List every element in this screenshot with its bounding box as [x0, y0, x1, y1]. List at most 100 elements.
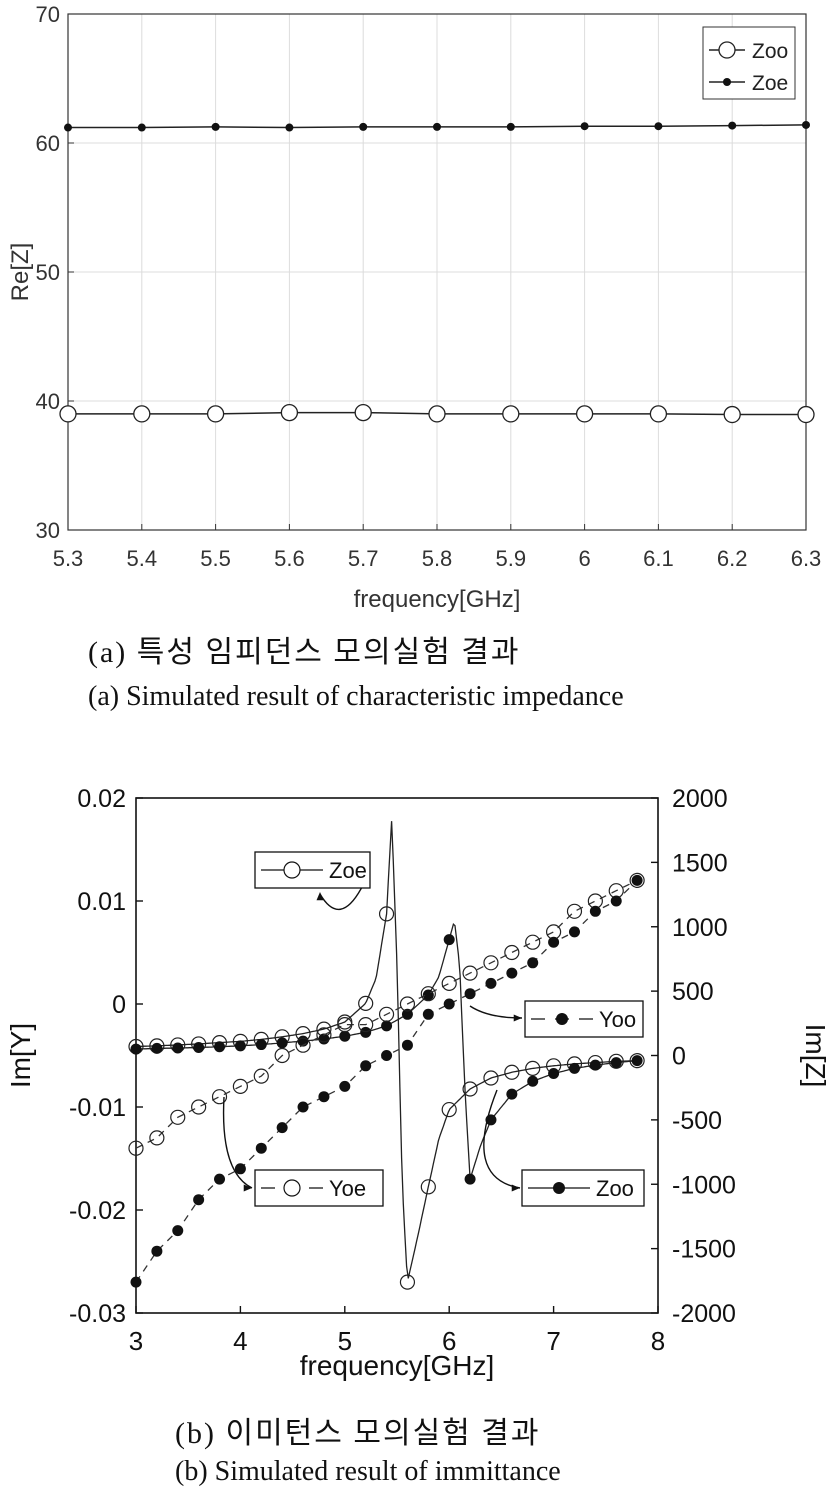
- annotation-label: Yoo: [599, 1007, 636, 1032]
- data-point-zoo: [506, 1088, 518, 1100]
- data-point-zoo: [214, 1041, 226, 1053]
- data-point-yoo: [130, 1276, 142, 1288]
- data-point-yoe: [274, 1047, 290, 1064]
- data-point-zoe: [285, 123, 294, 132]
- y-right-tick-label: 0: [672, 1043, 686, 1071]
- data-point-yoo: [234, 1163, 246, 1175]
- x-tick-label: 3: [129, 1326, 143, 1356]
- data-point-zoe: [525, 1060, 541, 1076]
- data-point-zoe: [506, 122, 515, 131]
- data-point-yoo: [422, 1008, 434, 1020]
- data-point-yoo: [297, 1101, 309, 1113]
- x-tick-label: 6: [442, 1326, 456, 1356]
- data-point-yoo: [506, 967, 518, 979]
- data-point-yoe: [462, 965, 478, 981]
- x-tick-label: 7: [546, 1326, 560, 1356]
- annotation-marker: [283, 861, 301, 879]
- data-point-zoo: [723, 405, 741, 424]
- data-point-yoe: [253, 1068, 269, 1084]
- data-point-zoe: [802, 120, 810, 129]
- y-left-tick-label: -0.01: [69, 1094, 126, 1122]
- data-point-zoe: [728, 121, 737, 130]
- data-point-yoe: [128, 1140, 144, 1156]
- data-point-zoe: [580, 122, 589, 131]
- data-point-yoe: [295, 1037, 311, 1053]
- y-tick-label: 60: [36, 131, 60, 156]
- data-point-zoo: [575, 405, 594, 423]
- annotation-arrowhead: [511, 1184, 520, 1192]
- annotation-arrowhead: [316, 892, 324, 901]
- data-point-yoo: [151, 1245, 163, 1257]
- legend-marker-zoo: [718, 41, 736, 59]
- legend-marker-zoe: [723, 78, 731, 86]
- annotation-arrow: [222, 1096, 253, 1189]
- data-point-zoo: [360, 1026, 372, 1038]
- data-point-zoo: [464, 1173, 476, 1185]
- data-point-yoe: [149, 1130, 165, 1146]
- caption-a-english: (a) Simulated result of characteristic i…: [88, 681, 624, 712]
- legend-box: [702, 26, 796, 100]
- data-point-yoo: [255, 1142, 267, 1154]
- data-point-zoo: [502, 405, 520, 423]
- x-tick-label: 5: [338, 1326, 352, 1356]
- data-point-zoo: [234, 1040, 246, 1052]
- data-point-zoo: [548, 1068, 560, 1080]
- data-point-zoo: [428, 405, 446, 423]
- y-left-tick-label: 0: [112, 991, 126, 1019]
- data-point-yoe: [316, 1027, 332, 1043]
- data-point-zoe: [629, 1053, 645, 1069]
- data-point-yoo: [548, 936, 560, 948]
- data-point-zoo: [339, 1030, 351, 1042]
- legend-label-zoo: Zoo: [752, 40, 788, 63]
- x-axis-label: frequency[GHz]: [300, 1350, 495, 1381]
- x-tick-label: 8: [651, 1326, 665, 1356]
- data-point-zoe: [420, 1179, 436, 1195]
- annotation-arrow: [319, 886, 363, 911]
- data-point-zoe: [358, 995, 374, 1011]
- data-point-yoe: [504, 944, 520, 961]
- y-right-axis-label: Im[Z]: [800, 1024, 827, 1088]
- annotation-arrowhead: [243, 1184, 252, 1192]
- data-point-zoe: [483, 1070, 499, 1086]
- caption-b-korean: (b) 이미턴스 모의실험 결과: [175, 1417, 541, 1450]
- data-point-yoe: [358, 1017, 374, 1033]
- series-line-zoe: [135, 821, 638, 1279]
- y-right-tick-label: -2000: [672, 1300, 736, 1328]
- data-point-yoe: [170, 1109, 186, 1125]
- x-axis-label: frequency[GHz]: [354, 586, 521, 613]
- data-point-zoo: [527, 1075, 539, 1087]
- legend-label-zoe: Zoe: [752, 72, 788, 95]
- data-point-zoe: [211, 122, 220, 131]
- data-point-yoe: [378, 1006, 395, 1022]
- data-point-yoo: [360, 1060, 372, 1072]
- data-point-yoo: [401, 1039, 413, 1051]
- y-right-tick-label: -500: [672, 1107, 722, 1135]
- caption-b-english: (b) Simulated result of immittance: [175, 1456, 561, 1487]
- annotation-label: Zoe: [329, 858, 367, 883]
- data-point-zoo: [443, 934, 455, 946]
- annotation-marker: [283, 1179, 301, 1197]
- y-tick-label: 30: [36, 518, 60, 543]
- data-point-zoo: [797, 405, 815, 424]
- data-point-yoo: [318, 1091, 330, 1103]
- data-point-yoe: [441, 975, 457, 991]
- y-tick-label: 70: [36, 2, 60, 27]
- y-right-tick-label: 1000: [672, 914, 728, 942]
- x-tick-label: 6: [578, 546, 590, 571]
- annotation-arrow: [483, 1089, 521, 1189]
- data-point-zoe: [399, 1274, 416, 1290]
- data-point-zoo: [172, 1042, 184, 1054]
- y-right-tick-label: 2000: [672, 785, 728, 813]
- data-point-yoe: [629, 872, 645, 889]
- data-point-yoe: [483, 955, 499, 971]
- data-point-zoo: [276, 1037, 288, 1049]
- chart-a: 5.3 5.4 5.5 5.6 5.7 5.8 5.9 6 6.1 6.2 6.3 30 40 50 60 7…: [7, 2, 821, 613]
- data-point-yoo: [443, 998, 455, 1010]
- data-point-yoe: [191, 1099, 207, 1115]
- data-point-yoo: [193, 1194, 205, 1206]
- caption-a-korean: (a) 특성 임피던스 모의실험 결과: [88, 636, 521, 669]
- y-left-axis-label: Im[Y]: [5, 1023, 36, 1088]
- x-tick-label: 5.9: [496, 546, 527, 571]
- y-left-tick-label: 0.02: [77, 785, 126, 813]
- data-point-yoo: [464, 988, 476, 1000]
